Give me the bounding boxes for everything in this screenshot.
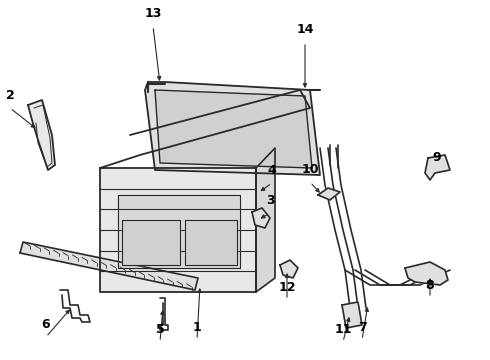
Polygon shape xyxy=(252,208,270,228)
Polygon shape xyxy=(122,220,180,265)
Text: 3: 3 xyxy=(266,194,274,207)
Text: 11: 11 xyxy=(334,323,352,336)
Polygon shape xyxy=(145,82,320,175)
Polygon shape xyxy=(318,188,340,200)
Text: 1: 1 xyxy=(193,321,201,334)
Text: 8: 8 xyxy=(426,279,434,292)
Text: 4: 4 xyxy=(268,164,276,177)
Polygon shape xyxy=(425,155,450,180)
Polygon shape xyxy=(28,100,55,170)
Polygon shape xyxy=(185,220,237,265)
Polygon shape xyxy=(405,262,448,285)
Text: 12: 12 xyxy=(278,281,296,294)
Text: 2: 2 xyxy=(5,89,14,102)
Polygon shape xyxy=(342,302,362,328)
Polygon shape xyxy=(256,148,275,292)
Polygon shape xyxy=(100,168,256,292)
Text: 9: 9 xyxy=(433,151,441,164)
Polygon shape xyxy=(20,242,198,290)
Polygon shape xyxy=(155,90,312,168)
Text: 5: 5 xyxy=(156,323,164,336)
Text: 7: 7 xyxy=(358,321,367,334)
Text: 14: 14 xyxy=(296,23,314,36)
Text: 6: 6 xyxy=(42,318,50,331)
Polygon shape xyxy=(118,195,240,268)
Text: 10: 10 xyxy=(301,163,319,176)
Text: 13: 13 xyxy=(145,7,162,20)
Polygon shape xyxy=(280,260,298,278)
